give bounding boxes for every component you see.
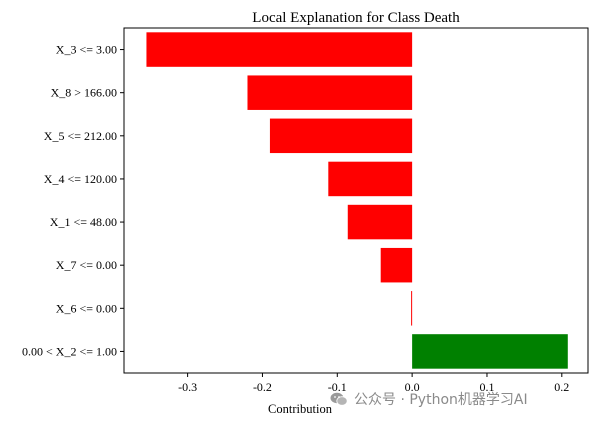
y-tick-label: X_6 <= 0.00 [56, 301, 117, 315]
x-tick-label: 0.2 [554, 380, 569, 394]
x-tick-label: 0.1 [479, 380, 494, 394]
bar [411, 291, 413, 326]
y-tick-label: 0.00 < X_2 <= 1.00 [22, 344, 117, 358]
bar [380, 247, 413, 283]
x-axis: -0.3 -0.2 -0.1 0.0 0.1 0.2 [178, 373, 569, 394]
x-tick-label: -0.3 [178, 380, 197, 394]
bars-group [146, 32, 568, 369]
wechat-icon [330, 392, 348, 406]
bar [269, 118, 413, 154]
plot-frame [123, 27, 589, 374]
y-tick-label: X_1 <= 48.00 [50, 215, 117, 229]
x-tick-label: 0.0 [405, 380, 420, 394]
x-axis-label: Contribution [268, 402, 333, 416]
y-axis: X_3 <= 3.00 X_8 > 166.00 X_5 <= 212.00 X_4 … [22, 43, 124, 358]
bar [328, 161, 413, 197]
y-tick-label: X_8 > 166.00 [51, 86, 117, 100]
y-tick-label: X_5 <= 212.00 [44, 129, 117, 143]
y-tick-label: X_7 <= 0.00 [56, 258, 117, 272]
chart-title: Local Explanation for Class Death [252, 10, 460, 26]
watermark: 公众号 · Python机器学习AI [330, 389, 528, 409]
x-tick-label: -0.1 [328, 380, 347, 394]
bar [347, 204, 413, 240]
bar [146, 32, 413, 67]
watermark-text: 公众号 · Python机器学习AI [354, 392, 528, 408]
x-tick-label: -0.2 [253, 380, 272, 394]
bar [247, 75, 413, 110]
y-tick-label: X_3 <= 3.00 [56, 43, 117, 57]
y-tick-label: X_4 <= 120.00 [44, 172, 117, 186]
bar [412, 334, 568, 369]
